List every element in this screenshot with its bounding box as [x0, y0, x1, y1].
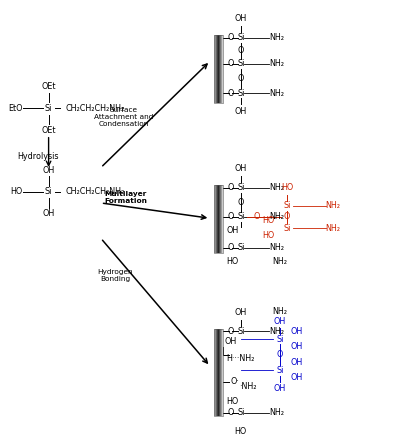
Text: OH: OH: [235, 107, 247, 116]
Text: Si: Si: [276, 335, 283, 344]
Text: HO: HO: [226, 257, 238, 266]
Text: O: O: [284, 213, 290, 221]
Text: HO: HO: [227, 397, 239, 406]
Text: Surface
Attachment and
Condensation: Surface Attachment and Condensation: [94, 107, 153, 127]
Text: NH₂: NH₂: [269, 327, 284, 336]
Text: OH: OH: [235, 308, 247, 317]
Text: O: O: [238, 46, 244, 55]
Text: O: O: [238, 74, 244, 83]
Text: OH: OH: [235, 164, 247, 173]
Text: HO: HO: [262, 216, 274, 225]
Text: OH: OH: [291, 327, 303, 336]
Text: OH: OH: [43, 165, 55, 175]
Text: NH₂: NH₂: [272, 257, 287, 266]
Bar: [214, 185, 223, 253]
Text: NH₂: NH₂: [269, 183, 284, 192]
Text: O: O: [238, 198, 244, 207]
Text: H···NH₂: H···NH₂: [226, 354, 255, 363]
Text: OH: OH: [43, 209, 55, 218]
Text: HO: HO: [10, 187, 22, 196]
Text: Si: Si: [276, 366, 283, 375]
Text: OEt: OEt: [41, 126, 56, 135]
Text: OH: OH: [227, 226, 239, 235]
Text: O: O: [277, 350, 283, 359]
Text: O: O: [227, 243, 233, 252]
Text: NH₂: NH₂: [326, 201, 340, 210]
Text: HO: HO: [262, 231, 274, 240]
Text: OH: OH: [291, 374, 303, 382]
Text: Si: Si: [237, 89, 245, 97]
Text: NH₂: NH₂: [269, 60, 284, 68]
Text: Si: Si: [283, 201, 291, 210]
Text: Multilayer
Formation: Multilayer Formation: [104, 191, 147, 204]
Text: O: O: [227, 60, 233, 68]
Text: O: O: [227, 408, 233, 417]
Text: O: O: [253, 212, 260, 221]
Text: Si: Si: [45, 104, 52, 113]
Text: Si: Si: [237, 33, 245, 42]
Text: ·NH₂: ·NH₂: [239, 382, 256, 391]
Text: Si: Si: [283, 224, 291, 233]
Text: NH₂: NH₂: [269, 408, 284, 417]
Text: CH₂CH₂CH₂NH₂: CH₂CH₂CH₂NH₂: [66, 187, 125, 196]
Text: OH: OH: [235, 15, 247, 23]
Text: O: O: [227, 89, 233, 97]
Text: Hydrogen
Bonding: Hydrogen Bonding: [97, 269, 133, 282]
Text: OH: OH: [291, 359, 303, 367]
Text: OEt: OEt: [41, 82, 56, 91]
Text: Si: Si: [237, 183, 245, 192]
Text: Si: Si: [237, 243, 245, 252]
Bar: [214, 329, 223, 416]
Bar: [214, 35, 223, 103]
Text: OH: OH: [274, 384, 286, 393]
Text: OH: OH: [274, 317, 286, 326]
Text: NH₂: NH₂: [269, 89, 284, 97]
Text: CH₂CH₂CH₂NH₂: CH₂CH₂CH₂NH₂: [66, 104, 125, 113]
Text: O·: O·: [230, 377, 239, 386]
Text: HO: HO: [281, 183, 293, 191]
Text: OH: OH: [291, 342, 303, 351]
Text: O: O: [227, 183, 233, 192]
Text: Si: Si: [237, 60, 245, 68]
Text: NH₂: NH₂: [269, 213, 284, 221]
Text: O: O: [227, 327, 233, 336]
Text: Si: Si: [237, 327, 245, 336]
Text: NH₂: NH₂: [269, 33, 284, 42]
Text: O: O: [227, 33, 233, 42]
Text: NH₂: NH₂: [326, 224, 340, 233]
Text: Si: Si: [45, 187, 52, 196]
Text: NH₂: NH₂: [272, 307, 287, 316]
Text: Si: Si: [237, 213, 245, 221]
Text: O: O: [227, 213, 233, 221]
Text: EtO: EtO: [8, 104, 22, 113]
Text: Hydrolysis: Hydrolysis: [18, 152, 59, 161]
Text: OH: OH: [224, 336, 236, 346]
Text: HO: HO: [235, 427, 247, 436]
Text: Si: Si: [237, 408, 245, 417]
Text: NH₂: NH₂: [269, 243, 284, 252]
